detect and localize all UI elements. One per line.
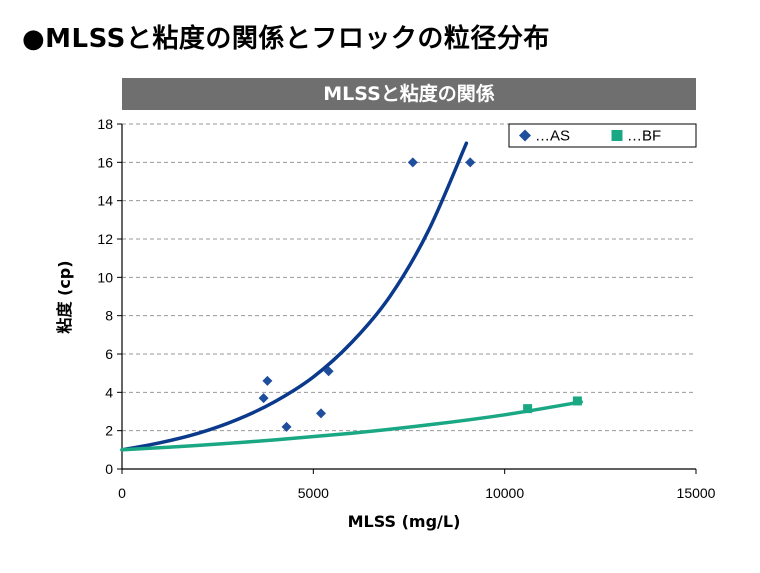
legend-box (508, 123, 697, 148)
y-tick-label: 18 (97, 116, 113, 132)
y-tick-label: 14 (97, 193, 113, 209)
data-point-diamond (465, 157, 476, 168)
legend-marker-square (611, 130, 623, 141)
trendline-series-2 (120, 400, 583, 452)
y-tick-label: 6 (105, 346, 113, 362)
data-point-square (572, 396, 582, 406)
data-point-diamond (315, 408, 326, 419)
y-tick-label: 2 (105, 423, 113, 439)
x-axis-title: MLSS (mg/L) (348, 512, 461, 531)
data-point-diamond (281, 421, 292, 432)
data-point-diamond (258, 393, 269, 404)
trendline-series-1 (120, 141, 469, 452)
legend-label: …BF (627, 128, 661, 145)
legend-marker-diamond (519, 129, 531, 142)
grid-lines (122, 123, 696, 432)
data-points (258, 157, 582, 432)
y-tick-label: 8 (105, 308, 113, 324)
data-point-diamond (323, 366, 334, 377)
chart-title: MLSSと粘度の関係 (122, 78, 696, 110)
y-tick-label: 16 (97, 154, 113, 170)
data-point-square (523, 404, 533, 414)
x-tick-label: 10000 (485, 485, 524, 501)
y-tick-label: 0 (105, 461, 113, 477)
x-tick-label: 5000 (298, 485, 329, 501)
data-point-diamond (407, 157, 418, 168)
x-tick-label: 0 (118, 485, 126, 501)
legend: …AS …BF (508, 123, 697, 148)
y-axis-title: 粘度 (cp) (55, 260, 74, 333)
y-tick-label: 10 (97, 269, 113, 285)
x-tick-label: 15000 (677, 485, 716, 501)
legend-label: …AS (535, 128, 570, 145)
axes: 0 2 4 6 8 10 12 14 16 18 0 5000 10000 15000 (97, 116, 715, 501)
y-tick-label: 12 (97, 231, 113, 247)
trendlines (120, 141, 583, 452)
y-tick-label: 4 (105, 384, 113, 400)
data-point-diamond (262, 375, 273, 386)
page-title: ●MLSSと粘度の関係とフロックの粒径分布 (22, 24, 550, 54)
